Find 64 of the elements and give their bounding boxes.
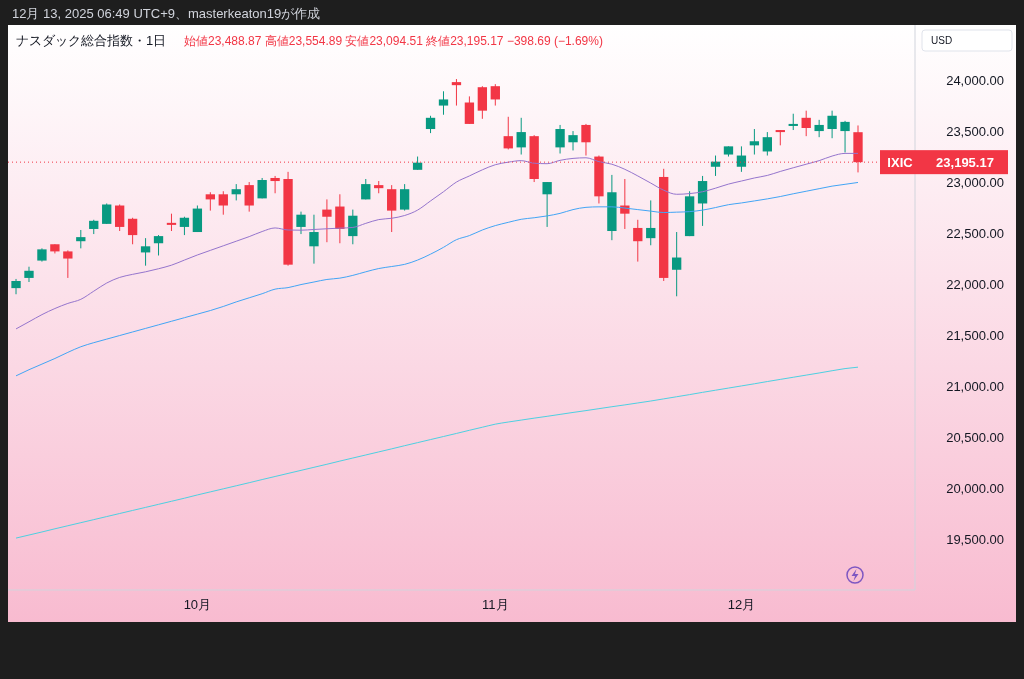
candlestick xyxy=(335,193,345,244)
y-axis-title: USD xyxy=(931,35,953,46)
candlestick xyxy=(749,128,760,156)
y-tick-label: 24,000.00 xyxy=(946,73,1004,89)
candlestick xyxy=(801,110,811,137)
candlestick xyxy=(438,90,449,116)
candlestick xyxy=(814,119,824,138)
y-tick-label: 20,000.00 xyxy=(946,481,1004,497)
candlestick xyxy=(140,237,151,267)
x-tick-label: 12月 xyxy=(727,597,756,612)
candlestick xyxy=(76,229,86,249)
candlestick xyxy=(63,249,73,279)
candlestick xyxy=(762,131,772,157)
candlestick xyxy=(24,266,34,283)
candlestick xyxy=(633,219,643,263)
candlestick xyxy=(11,278,21,295)
y-tick-label: 19,500.00 xyxy=(946,532,1004,548)
candlestick xyxy=(568,130,578,151)
candlestick xyxy=(542,181,552,228)
candlestick xyxy=(646,199,656,246)
candlestick xyxy=(205,191,215,212)
candlestick xyxy=(115,203,125,232)
candlestick xyxy=(736,145,747,173)
candlestick xyxy=(322,198,332,243)
y-tick-label: 21,000.00 xyxy=(946,379,1004,395)
y-tick-label: 22,500.00 xyxy=(946,226,1004,242)
candlestick xyxy=(218,190,228,216)
candlestick xyxy=(581,123,591,157)
candlestick xyxy=(671,231,682,297)
candlestick xyxy=(153,234,164,256)
x-tick-label: 11月 xyxy=(482,597,509,612)
candlestick xyxy=(102,202,112,225)
ref-line-label: 23,195.17 xyxy=(936,155,994,171)
annotation: IXIC xyxy=(887,155,914,171)
line-series xyxy=(15,366,859,539)
candlestick xyxy=(270,175,280,194)
candlestick xyxy=(192,205,203,233)
candlestick xyxy=(451,78,462,107)
candlestick xyxy=(244,181,254,213)
y-tick-label: 23,500.00 xyxy=(946,124,1004,140)
line-series xyxy=(15,181,859,377)
candlestick xyxy=(127,217,138,245)
candlestick xyxy=(399,183,410,212)
candlestick xyxy=(555,124,565,154)
candlestick xyxy=(490,83,500,107)
candlestick xyxy=(309,214,319,265)
y-tick-label: 23,000.00 xyxy=(946,175,1004,191)
text: 始値23,488.87 高値23,554.89 安値23,094.51 終値23,195.17 −398.69 (−1.69%) xyxy=(184,34,603,48)
y-tick-label: 20,500.00 xyxy=(946,430,1004,446)
candlestick xyxy=(296,211,306,235)
candlestick xyxy=(179,216,190,236)
candlestick xyxy=(840,120,850,153)
y-tick-label: 21,500.00 xyxy=(946,328,1004,344)
candlestick xyxy=(827,110,837,139)
candlestick xyxy=(477,85,488,120)
candlestick xyxy=(387,184,397,233)
candlestick xyxy=(710,155,721,177)
text: 12月 13, 2025 06:49 UTC+9、masterkeaton19が作成 xyxy=(12,6,321,21)
y-tick-label: 22,000.00 xyxy=(946,277,1004,293)
candlestick xyxy=(503,116,513,150)
text: ナスダック総合指数・1日 xyxy=(16,33,167,48)
x-tick-label: 10月 xyxy=(183,597,212,612)
candlestick xyxy=(516,117,526,156)
candlestick xyxy=(464,95,475,125)
